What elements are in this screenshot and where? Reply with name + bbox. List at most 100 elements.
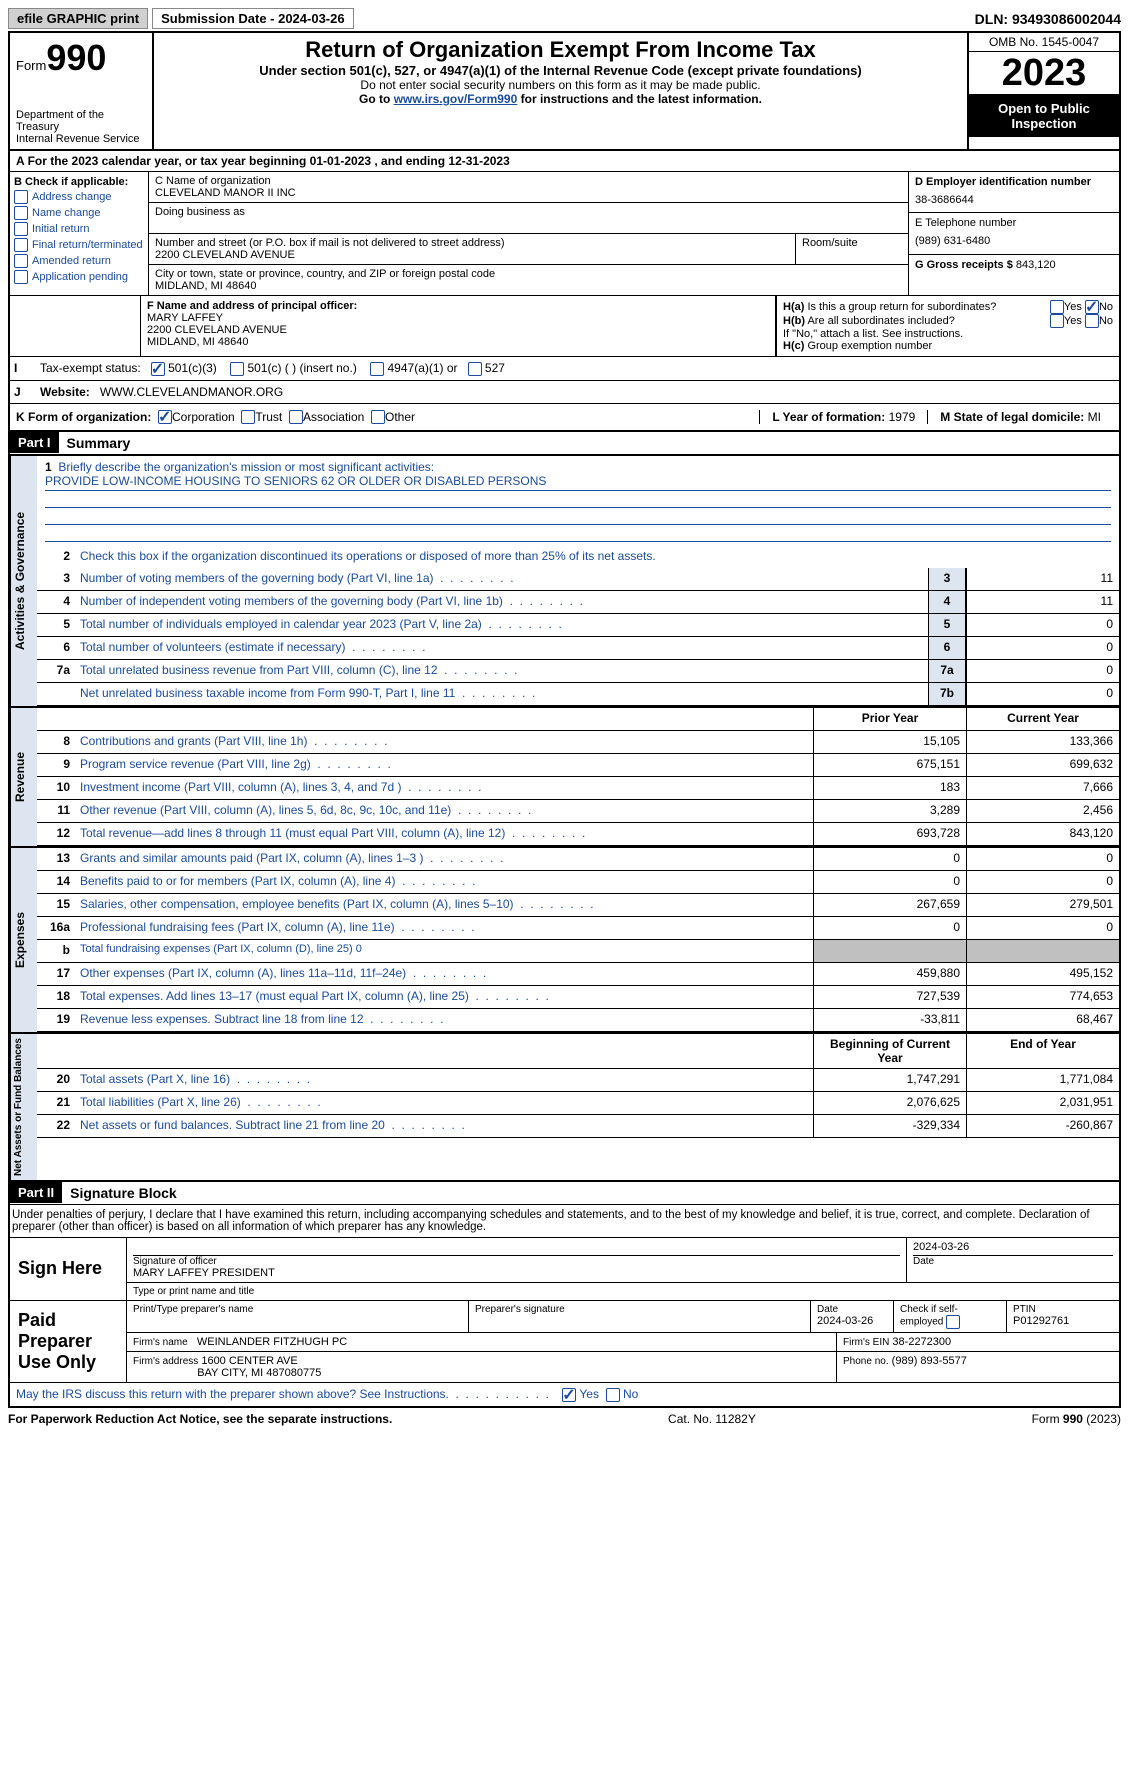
begin-year-header: Beginning of Current Year — [813, 1034, 966, 1068]
table-row: 7a Total unrelated business revenue from… — [37, 660, 1119, 683]
form-label: Form — [16, 58, 46, 73]
chk-501c3[interactable] — [151, 362, 165, 376]
box-b: B Check if applicable: Address change Na… — [10, 172, 149, 295]
table-row: 5 Total number of individuals employed i… — [37, 614, 1119, 637]
checkbox-name-change[interactable] — [14, 206, 28, 220]
table-row: 17 Other expenses (Part IX, column (A), … — [37, 963, 1119, 986]
org-name-label: C Name of organization — [155, 175, 902, 187]
mission-text: PROVIDE LOW-INCOME HOUSING TO SENIORS 62… — [45, 474, 1111, 491]
chk-self-employed[interactable] — [946, 1315, 960, 1329]
table-row: Net unrelated business taxable income fr… — [37, 683, 1119, 706]
box-d: D Employer identification number 38-3686… — [908, 172, 1119, 295]
table-row: 3 Number of voting members of the govern… — [37, 568, 1119, 591]
hb-yes[interactable] — [1050, 314, 1064, 328]
chk-4947[interactable] — [370, 362, 384, 376]
part1-title: Summary — [59, 432, 139, 454]
city-label: City or town, state or province, country… — [155, 268, 902, 280]
phone: (989) 631-6480 — [915, 235, 1113, 247]
tax-year-row: A For the 2023 calendar year, or tax yea… — [10, 151, 1119, 172]
form-title: Return of Organization Exempt From Incom… — [158, 37, 963, 63]
form-subtitle2: Do not enter social security numbers on … — [158, 78, 963, 92]
footer-center: Cat. No. 11282Y — [668, 1412, 756, 1426]
table-row: 14 Benefits paid to or for members (Part… — [37, 871, 1119, 894]
form-990: Form990 Department of the Treasury Inter… — [8, 31, 1121, 1408]
chk-other[interactable] — [371, 410, 385, 424]
part2-label: Part II — [10, 1182, 62, 1203]
ha-yes[interactable] — [1050, 300, 1064, 314]
box-k: K Form of organization: Corporation Trus… — [10, 404, 1119, 432]
table-row: 11 Other revenue (Part VIII, column (A),… — [37, 800, 1119, 823]
form-subtitle: Under section 501(c), 527, or 4947(a)(1)… — [158, 63, 963, 78]
checkbox-amended[interactable] — [14, 254, 28, 268]
header-left: Form990 Department of the Treasury Inter… — [10, 33, 154, 149]
efile-print-button[interactable]: efile GRAPHIC print — [8, 8, 148, 29]
checkbox-initial-return[interactable] — [14, 222, 28, 236]
hb-note: If "No," attach a list. See instructions… — [783, 328, 1113, 340]
table-row: b Total fundraising expenses (Part IX, c… — [37, 940, 1119, 963]
table-row: 21 Total liabilities (Part X, line 26) .… — [37, 1092, 1119, 1115]
chk-assoc[interactable] — [289, 410, 303, 424]
irs-label: Internal Revenue Service — [16, 133, 146, 145]
footer-right: Form 990 (2023) — [1032, 1412, 1121, 1426]
dept-treasury: Department of the Treasury — [16, 109, 146, 133]
chk-trust[interactable] — [241, 410, 255, 424]
vert-governance: Activities & Governance — [10, 456, 37, 706]
header-right: OMB No. 1545-0047 2023 Open to Public In… — [967, 33, 1119, 149]
part1-label: Part I — [10, 432, 59, 453]
paid-preparer-label: Paid Preparer Use Only — [10, 1301, 127, 1382]
header-center: Return of Organization Exempt From Incom… — [154, 33, 967, 149]
tax-year: 2023 — [969, 52, 1119, 95]
open-to-public: Open to Public Inspection — [969, 95, 1119, 137]
street: 2200 CLEVELAND AVENUE — [155, 249, 789, 261]
gross-label: G Gross receipts $ — [915, 259, 1013, 271]
table-row: 22 Net assets or fund balances. Subtract… — [37, 1115, 1119, 1138]
form-number: 990 — [46, 37, 106, 78]
checkbox-application-pending[interactable] — [14, 270, 28, 284]
box-b-title: B Check if applicable: — [14, 176, 144, 188]
website-row: Website: WWW.CLEVELANDMANOR.ORG — [36, 381, 1119, 403]
table-row: 20 Total assets (Part X, line 16) . . . … — [37, 1069, 1119, 1092]
website: WWW.CLEVELANDMANOR.ORG — [100, 385, 283, 399]
ein: 38-3686644 — [915, 194, 1113, 206]
officer-name: MARY LAFFEY PRESIDENT — [133, 1267, 900, 1279]
dln: DLN: 93493086002044 — [975, 11, 1121, 27]
table-row: 8 Contributions and grants (Part VIII, l… — [37, 731, 1119, 754]
current-year-header: Current Year — [966, 708, 1119, 730]
hb-no[interactable] — [1085, 314, 1099, 328]
footer: For Paperwork Reduction Act Notice, see … — [8, 1412, 1121, 1426]
street-label: Number and street (or P.O. box if mail i… — [155, 237, 789, 249]
table-row: 16a Professional fundraising fees (Part … — [37, 917, 1119, 940]
top-bar: efile GRAPHIC print Submission Date - 20… — [8, 8, 1121, 29]
vert-expenses: Expenses — [10, 848, 37, 1032]
table-row: 15 Salaries, other compensation, employe… — [37, 894, 1119, 917]
chk-corp[interactable] — [158, 410, 172, 424]
discuss-row: May the IRS discuss this return with the… — [10, 1383, 1119, 1406]
table-row: 6 Total number of volunteers (estimate i… — [37, 637, 1119, 660]
footer-left: For Paperwork Reduction Act Notice, see … — [8, 1412, 392, 1426]
discuss-no[interactable] — [606, 1388, 620, 1402]
prior-year-header: Prior Year — [813, 708, 966, 730]
part2-title: Signature Block — [62, 1182, 185, 1204]
tax-exempt-status: Tax-exempt status: 501(c)(3) 501(c) ( ) … — [36, 357, 1119, 380]
table-row: 19 Revenue less expenses. Subtract line … — [37, 1009, 1119, 1032]
chk-501c[interactable] — [230, 362, 244, 376]
table-row: 12 Total revenue—add lines 8 through 11 … — [37, 823, 1119, 846]
end-year-header: End of Year — [966, 1034, 1119, 1068]
gross-receipts: 843,120 — [1016, 259, 1056, 271]
city: MIDLAND, MI 48640 — [155, 280, 902, 292]
phone-label: E Telephone number — [915, 217, 1113, 229]
discuss-yes[interactable] — [562, 1388, 576, 1402]
checkbox-address-change[interactable] — [14, 190, 28, 204]
org-name: CLEVELAND MANOR II INC — [155, 187, 902, 199]
omb-number: OMB No. 1545-0047 — [969, 33, 1119, 52]
table-row: 18 Total expenses. Add lines 13–17 (must… — [37, 986, 1119, 1009]
checkbox-final-return[interactable] — [14, 238, 28, 252]
box-h: H(a) Is this a group return for subordin… — [776, 296, 1119, 356]
box-c: C Name of organization CLEVELAND MANOR I… — [149, 172, 908, 295]
chk-527[interactable] — [468, 362, 482, 376]
ha-no[interactable] — [1085, 300, 1099, 314]
room-label: Room/suite — [802, 237, 902, 249]
table-row: 9 Program service revenue (Part VIII, li… — [37, 754, 1119, 777]
irs-link[interactable]: www.irs.gov/Form990 — [394, 92, 518, 106]
vert-net-assets: Net Assets or Fund Balances — [10, 1034, 37, 1180]
